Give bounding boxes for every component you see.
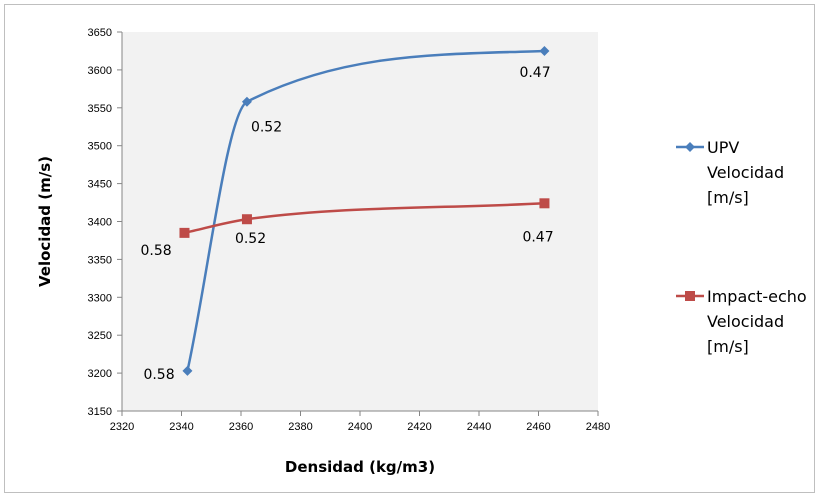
plot-area [122,32,598,411]
y-tick-label: 3250 [88,330,112,342]
y-tick-label: 3200 [88,368,112,380]
data-point-diamond [241,96,252,107]
y-tick-label: 3400 [88,217,112,229]
legend-label: Impact-echo [707,287,807,306]
x-ticks: 2320 2340 2360 2380 2400 2420 2440 2460 2480 [110,411,610,433]
legend-marker-diamond [685,142,695,152]
y-tick-label: 3550 [88,103,112,115]
x-tick-label: 2360 [229,421,253,433]
y-tick-label: 3300 [88,292,112,304]
y-tick-label: 3650 [88,27,112,39]
x-tick-label: 2380 [288,421,312,433]
legend-label: [m/s] [707,188,749,207]
data-label: 0.47 [522,229,553,245]
y-axis-title: Velocidad (m/s) [36,156,54,287]
x-tick-label: 2440 [467,421,491,433]
x-tick-label: 2340 [169,421,193,433]
data-label: 0.52 [251,120,282,136]
legend-label: Velocidad [707,312,784,331]
x-tick-label: 2320 [110,421,134,433]
x-tick-label: 2460 [526,421,550,433]
y-tick-label: 3150 [88,406,112,418]
data-point-square [179,227,190,238]
y-tick-label: 3500 [88,141,112,153]
series-layer [179,45,550,376]
x-tick-label: 2480 [586,421,610,433]
series-line [184,202,545,235]
data-point-square [241,214,252,225]
data-label: 0.58 [140,243,171,259]
data-labels: 0.58 0.52 0.47 0.58 0.52 0.47 [140,65,553,383]
y-ticks: 3150 3200 3250 3300 3350 3400 3450 3500 3550 3600… [88,27,122,418]
data-label: 0.47 [519,65,550,81]
y-tick-label: 3450 [88,179,112,191]
data-label: 0.52 [235,231,266,247]
legend-label: Velocidad [707,163,784,182]
data-point-diamond [539,45,550,56]
y-tick-label: 3350 [88,254,112,266]
x-tick-label: 2400 [348,421,372,433]
data-point-diamond [182,365,193,376]
legend: UPV Velocidad [m/s] Impact-echo Velocidad [m/… [676,138,807,356]
x-axis-title: Densidad (kg/m3) [285,458,435,476]
data-label: 0.58 [143,367,174,383]
legend-marker-square [685,291,695,301]
y-tick-label: 3600 [88,65,112,77]
data-point-square [539,198,550,209]
x-tick-label: 2420 [407,421,431,433]
legend-label: [m/s] [707,337,749,356]
legend-label: UPV [707,138,739,157]
